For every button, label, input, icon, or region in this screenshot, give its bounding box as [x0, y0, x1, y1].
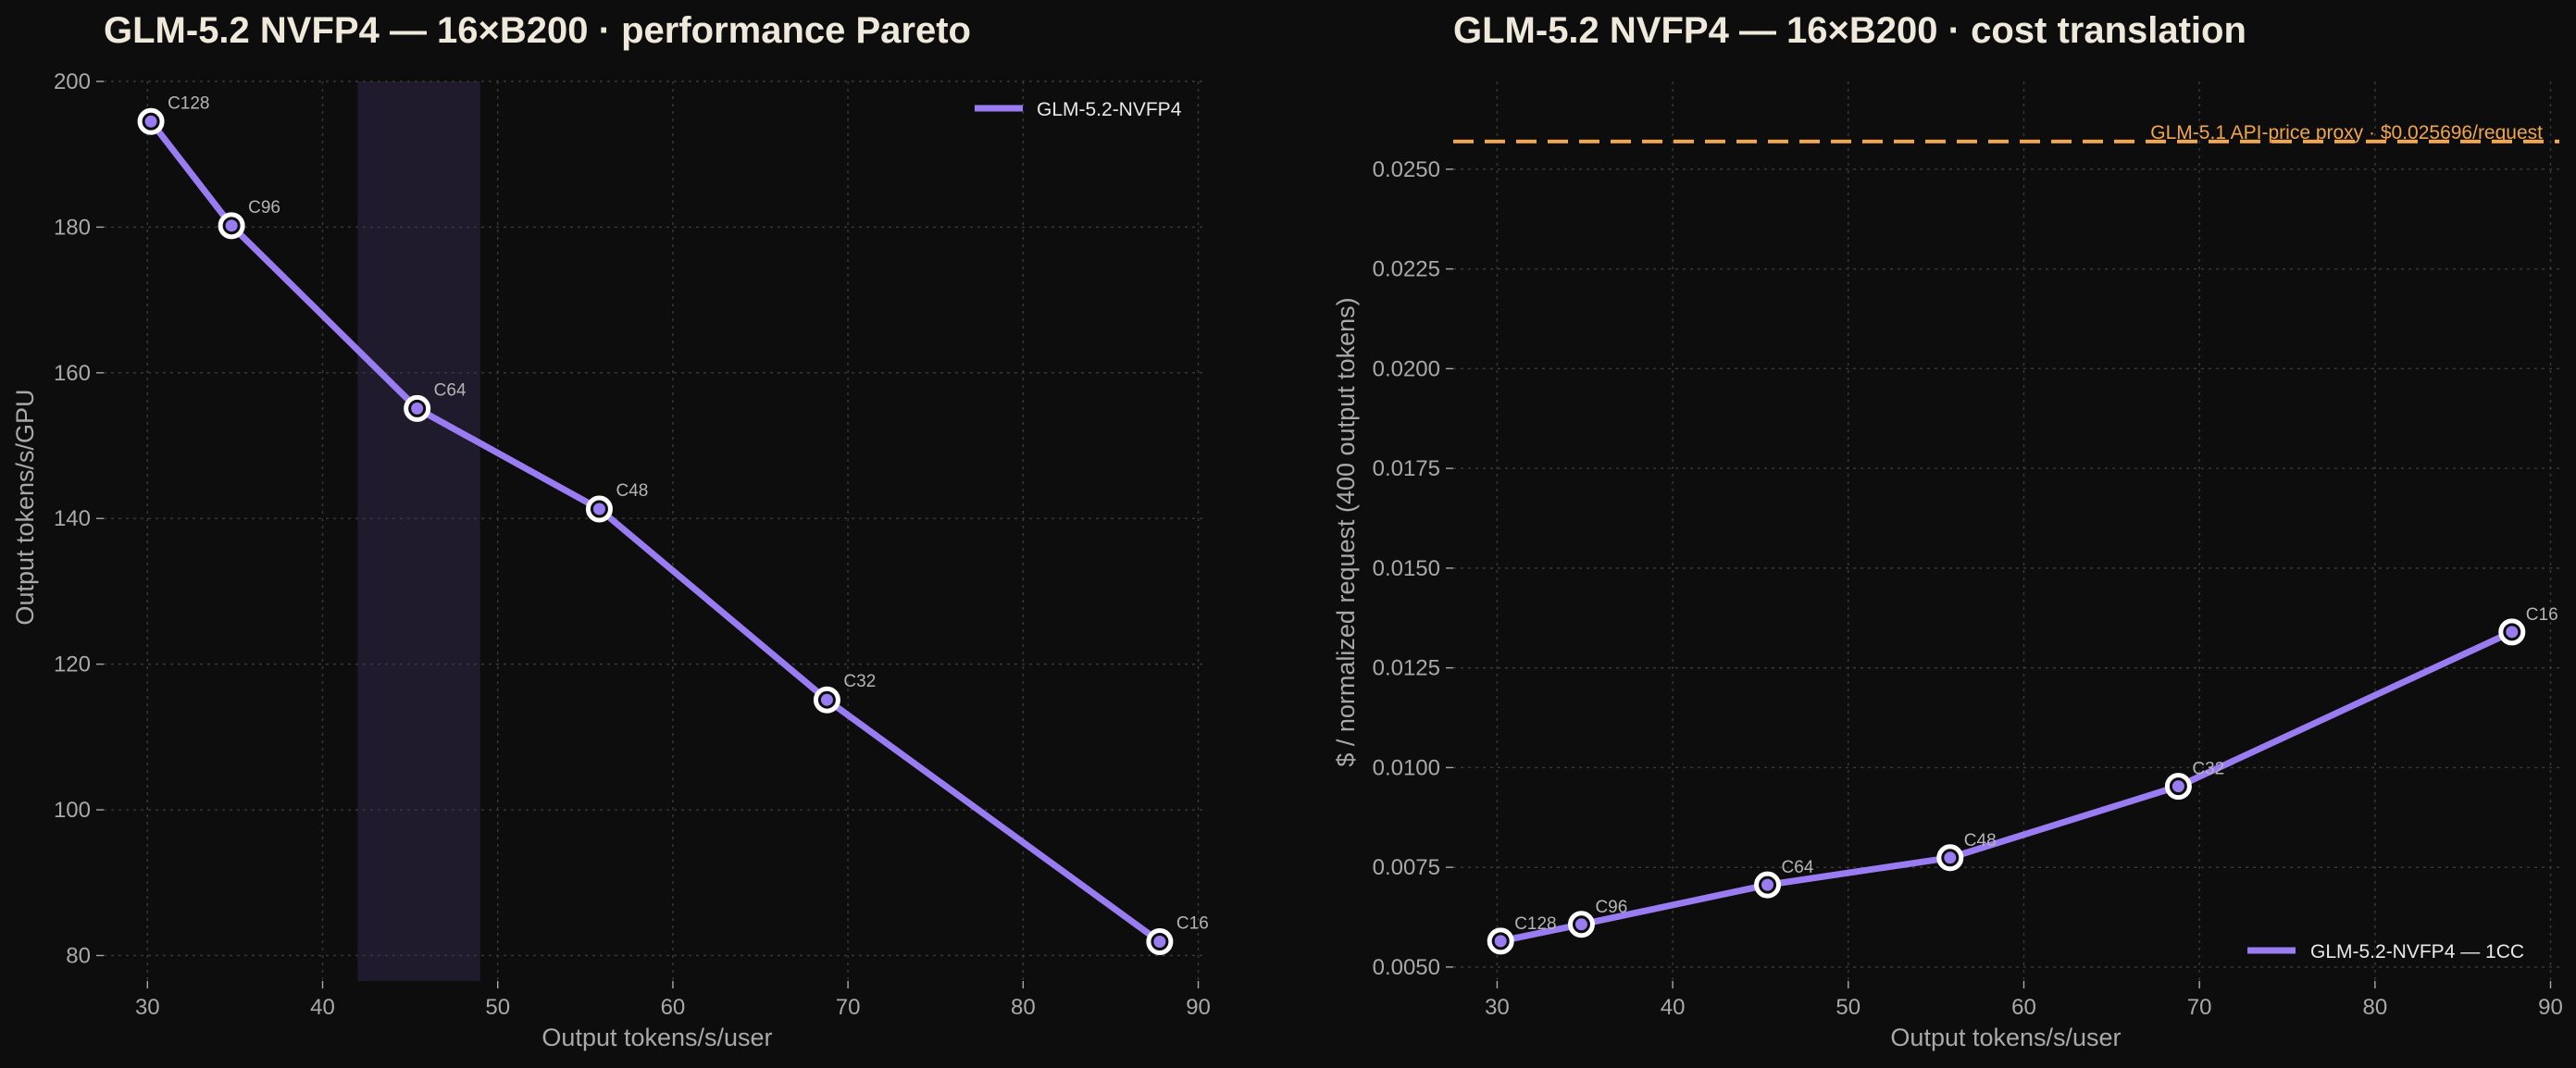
chart-cost-translation: GLM-5.2 NVFP4 — 16×B200 · cost translati… [1332, 10, 2563, 1051]
legend: GLM-5.2-NVFP4 — 1CC [2247, 941, 2524, 962]
data-point-marker-fill [1574, 918, 1587, 931]
chart-title: GLM-5.2 NVFP4 — 16×B200 · performance Pa… [104, 10, 971, 51]
reference-line-label: GLM-5.1 API-price proxy · $0.025696/requ… [2150, 122, 2543, 143]
data-point-marker-fill [1153, 935, 1166, 948]
data-point-marker-fill [144, 115, 157, 128]
chart-performance-pareto: GLM-5.2 NVFP4 — 16×B200 · performance Pa… [11, 10, 1211, 1051]
x-tick-label: 30 [135, 995, 160, 1020]
x-tick-label: 30 [1485, 995, 1510, 1020]
data-point-marker-fill [1944, 851, 1957, 864]
x-tick-label: 90 [2538, 995, 2563, 1020]
y-tick-label: 200 [54, 69, 91, 94]
data-point-c128: C128 [1487, 914, 1557, 955]
data-point-label: C128 [168, 93, 209, 113]
data-point-c48: C48 [585, 481, 648, 523]
x-tick-label: 50 [485, 995, 510, 1020]
y-tick-label: 0.0050 [1373, 955, 1440, 980]
data-points: C128 C96 C64 C48 C32 C16 [137, 93, 1209, 955]
y-tick-label: 80 [66, 943, 91, 968]
y-tick-label: 120 [54, 652, 91, 677]
y-tick-label: 140 [54, 506, 91, 531]
data-points: C128 C96 C64 C48 C32 C16 [1487, 605, 2558, 955]
data-point-marker-fill [1761, 878, 1774, 891]
grid [104, 81, 1207, 981]
data-point-label: C64 [434, 380, 467, 400]
x-tick-label: 60 [661, 995, 686, 1020]
y-tick-label: 100 [54, 798, 91, 823]
x-tick-label: 80 [2362, 995, 2387, 1020]
x-axis-label: Output tokens/s/user [1890, 1024, 2121, 1051]
y-axis-label: $ / normalized request (400 output token… [1332, 297, 1360, 766]
data-point-c96: C96 [1567, 898, 1627, 938]
x-tick-label: 40 [1661, 995, 1686, 1020]
data-point-c64: C64 [404, 380, 467, 422]
legend: GLM-5.2-NVFP4 [975, 99, 1182, 120]
y-tick-label: 160 [54, 361, 91, 386]
series-line-glm-5-2-nvfp4-1cc [1500, 628, 2514, 945]
y-tick-label: 180 [54, 215, 91, 240]
data-point-marker-fill [225, 219, 238, 232]
x-tick-label: 70 [836, 995, 861, 1020]
data-point-label: C96 [248, 198, 280, 217]
data-point-c96: C96 [218, 198, 280, 240]
axis-ticks: 30 40 50 60 70 80 90 80 100 120 140 160 180 200 [54, 69, 1211, 1020]
legend-label: GLM-5.2-NVFP4 [1037, 99, 1182, 120]
data-point-label: C16 [1176, 913, 1209, 933]
data-point-label: C48 [1964, 831, 1997, 851]
data-point-marker-fill [1494, 935, 1507, 948]
data-point-label: C48 [616, 481, 648, 501]
y-tick-label: 0.0100 [1373, 755, 1440, 780]
y-tick-label: 0.0250 [1373, 157, 1440, 182]
x-axis-label: Output tokens/s/user [541, 1024, 772, 1051]
data-point-marker-fill [820, 693, 833, 706]
legend-label: GLM-5.2-NVFP4 — 1CC [2310, 941, 2524, 962]
axis-ticks: 30 40 50 60 70 80 90 0.0050 0.0075 0.0100 0.0125 0.… [1373, 157, 2563, 1020]
data-point-label: C32 [2192, 760, 2224, 779]
x-tick-label: 80 [1011, 995, 1036, 1020]
y-axis-label: Output tokens/s/GPU [11, 389, 39, 625]
series-line-glm-5-2-nvfp4 [148, 119, 1162, 945]
grid [1453, 81, 2559, 981]
y-tick-label: 0.0200 [1373, 356, 1440, 381]
x-tick-label: 50 [1836, 995, 1860, 1020]
data-point-c16: C16 [1146, 913, 1209, 955]
y-tick-label: 0.0175 [1373, 456, 1440, 481]
data-point-label: C32 [843, 672, 876, 691]
data-point-marker-fill [411, 402, 424, 415]
data-point-label: C128 [1514, 914, 1556, 934]
data-point-marker-fill [2506, 626, 2519, 639]
data-point-c32: C32 [813, 672, 876, 714]
data-point-marker-fill [2172, 780, 2184, 793]
shaded-band [357, 81, 480, 981]
x-tick-label: 60 [2011, 995, 2036, 1020]
data-point-c128: C128 [137, 93, 210, 135]
y-tick-label: 0.0150 [1373, 556, 1440, 581]
x-tick-label: 70 [2187, 995, 2212, 1020]
data-point-c64: C64 [1754, 858, 1814, 899]
data-point-label: C96 [1595, 898, 1627, 917]
y-tick-label: 0.0225 [1373, 257, 1440, 282]
data-point-c48: C48 [1936, 831, 1997, 872]
y-tick-label: 0.0075 [1373, 855, 1440, 880]
x-tick-label: 90 [1186, 995, 1211, 1020]
x-tick-label: 40 [310, 995, 335, 1020]
data-point-marker-fill [592, 503, 605, 515]
data-point-label: C16 [2526, 605, 2558, 625]
chart-title: GLM-5.2 NVFP4 — 16×B200 · cost translati… [1453, 10, 2246, 51]
data-point-c16: C16 [2498, 605, 2558, 646]
data-point-c32: C32 [2164, 760, 2224, 801]
data-point-label: C64 [1782, 858, 1814, 877]
y-tick-label: 0.0125 [1373, 656, 1440, 681]
